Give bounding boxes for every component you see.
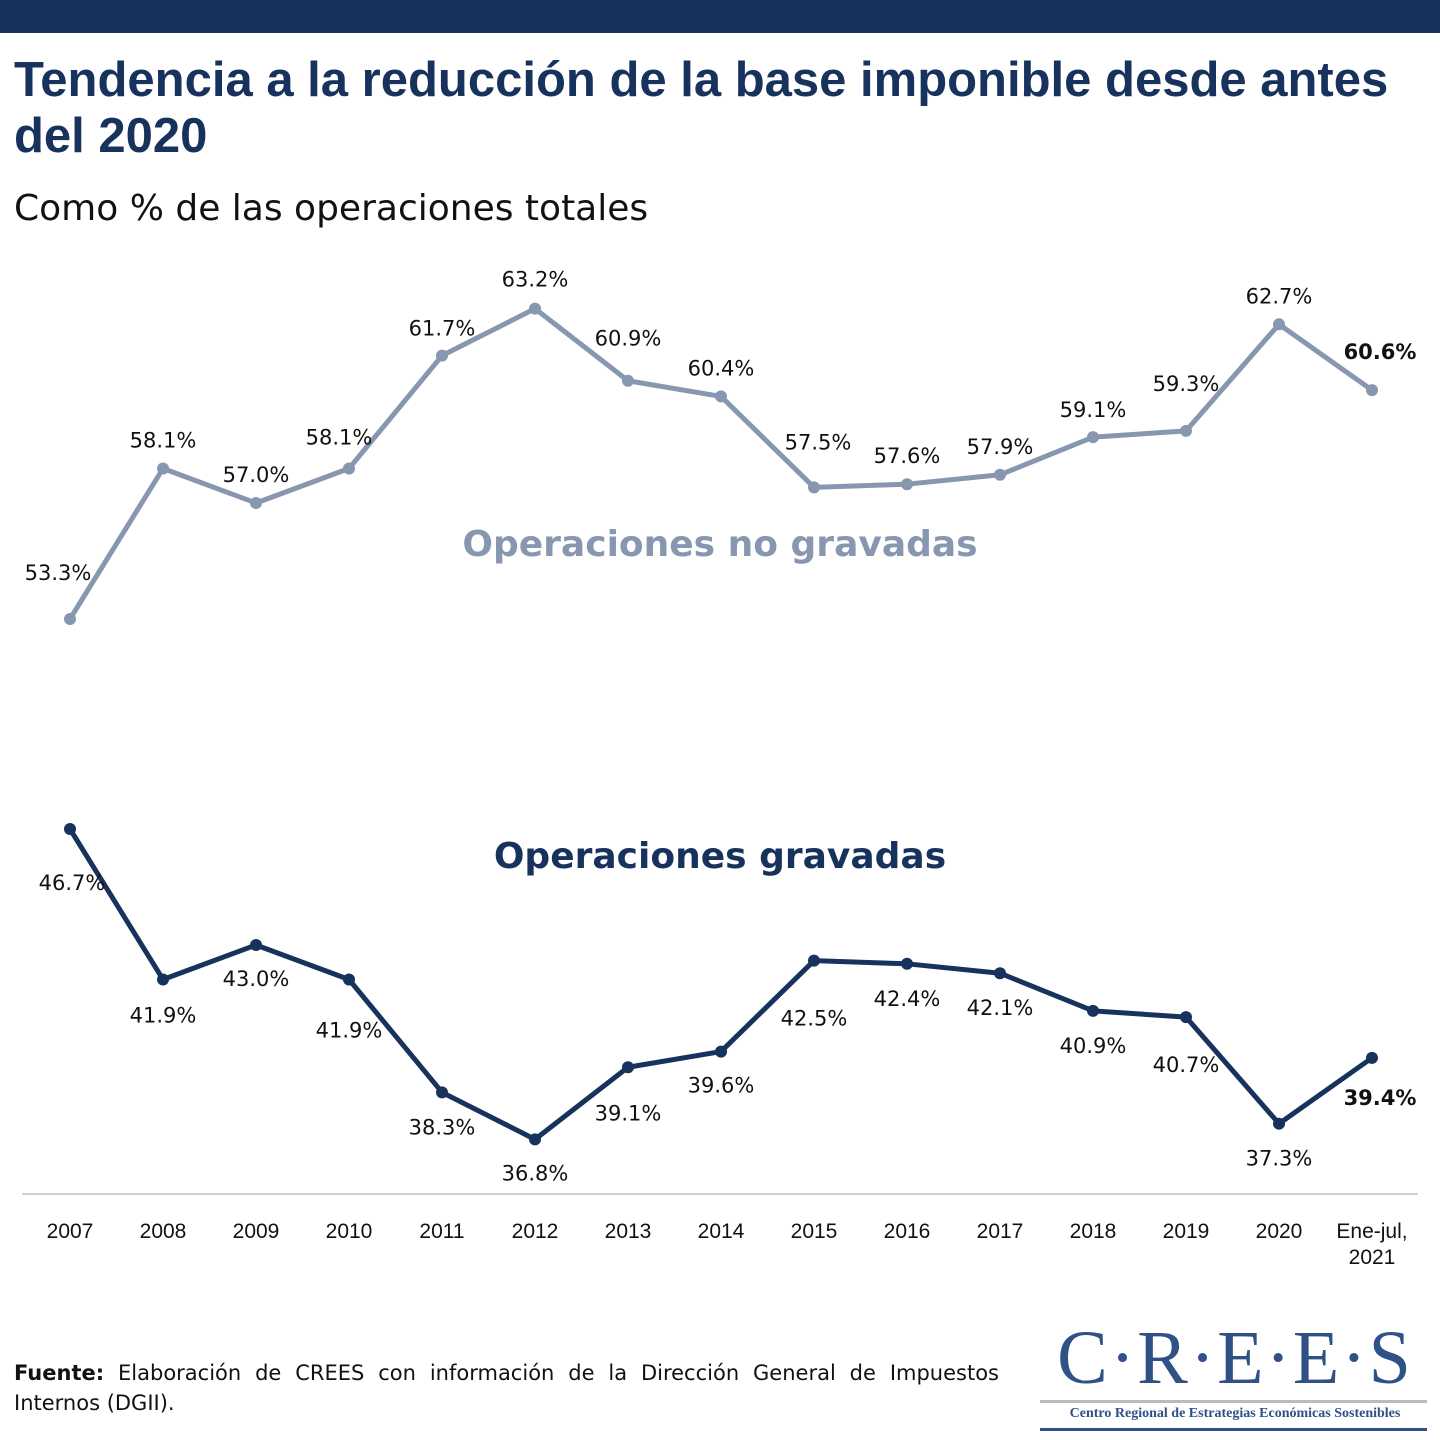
series-name-gravadas: Operaciones gravadas <box>494 836 946 877</box>
x-tick-label: Ene-jul, 2021 <box>1336 1220 1407 1269</box>
data-point <box>1273 1117 1285 1130</box>
data-point <box>436 1086 448 1099</box>
chart-title: Tendencia a la reducción de la base impo… <box>14 53 1389 163</box>
data-point <box>808 481 820 494</box>
top-bar <box>0 0 1440 33</box>
x-tick-label: 2007 <box>47 1220 94 1243</box>
source-note: Fuente: Elaboración de CREES con informa… <box>14 1358 999 1418</box>
x-tick-label: 2010 <box>326 1220 373 1243</box>
x-tick-label: 2017 <box>977 1220 1024 1243</box>
data-label: 38.3% <box>409 1115 476 1139</box>
data-point <box>250 938 262 951</box>
data-point <box>715 1045 727 1058</box>
data-point <box>994 468 1006 481</box>
x-tick-label: 2019 <box>1163 1220 1210 1243</box>
x-tick-label: 2013 <box>605 1220 652 1243</box>
data-label: 43.0% <box>223 967 290 991</box>
x-tick-label: 2015 <box>791 1220 838 1243</box>
data-label: 42.1% <box>967 996 1034 1020</box>
data-point <box>808 954 820 967</box>
x-tick-label: 2014 <box>698 1220 745 1243</box>
data-label: 58.1% <box>130 429 197 453</box>
data-point <box>64 823 76 835</box>
series-name-no-gravadas: Operaciones no gravadas <box>462 524 977 565</box>
x-tick-label: 2009 <box>233 1220 280 1243</box>
data-point <box>529 302 541 315</box>
x-tick-label: 2008 <box>140 1220 187 1243</box>
data-label: 59.1% <box>1060 398 1127 422</box>
data-label: 63.2% <box>502 268 569 292</box>
data-point <box>994 967 1006 980</box>
chart-subtitle: Como % de las operaciones totales <box>14 188 649 229</box>
data-point <box>64 613 76 625</box>
data-point <box>901 957 913 970</box>
data-label: 57.9% <box>967 435 1034 459</box>
data-label: 53.3% <box>25 561 92 585</box>
data-point <box>901 478 913 491</box>
data-point <box>343 973 355 986</box>
crees-logo: C·R·E·E·S Centro Regional de Estrategias… <box>1040 1318 1430 1433</box>
data-label: 58.1% <box>306 426 373 450</box>
data-point <box>250 497 262 510</box>
data-label: 40.9% <box>1060 1034 1127 1058</box>
logo-tagline: Centro Regional de Estrategias Económica… <box>1069 1406 1401 1421</box>
data-point <box>157 973 169 986</box>
logo-divider <box>1040 1400 1427 1403</box>
data-label: 39.1% <box>595 1101 662 1125</box>
data-label: 36.8% <box>502 1161 569 1185</box>
data-label: 37.3% <box>1246 1147 1313 1171</box>
data-label: 61.7% <box>409 317 476 341</box>
data-point <box>1087 1004 1099 1017</box>
data-label: 42.4% <box>874 987 941 1011</box>
data-label: 40.7% <box>1153 1053 1220 1077</box>
data-label: 57.6% <box>874 444 941 468</box>
data-label: 59.3% <box>1153 372 1220 396</box>
x-tick-label: 2018 <box>1070 1220 1117 1243</box>
data-label: 60.9% <box>595 327 662 351</box>
data-point <box>622 1061 634 1074</box>
data-point <box>1180 1011 1192 1024</box>
data-point <box>436 349 448 362</box>
data-label: 39.4% <box>1344 1086 1417 1110</box>
data-point <box>529 1133 541 1146</box>
data-label: 42.5% <box>781 1007 848 1031</box>
data-point <box>1366 1051 1378 1064</box>
data-label: 41.9% <box>130 1003 197 1027</box>
data-label: 60.6% <box>1344 340 1417 364</box>
data-label: 41.9% <box>316 1018 383 1042</box>
data-point <box>622 374 634 387</box>
x-tick-label: 2020 <box>1256 1220 1303 1243</box>
data-label: 60.4% <box>688 356 755 380</box>
data-point <box>1273 318 1285 331</box>
data-point <box>1180 424 1192 437</box>
data-label: 57.5% <box>785 430 852 454</box>
data-point <box>343 462 355 475</box>
logo-wordmark: C·R·E·E·S <box>1057 1316 1413 1400</box>
data-point <box>1087 431 1099 444</box>
x-tick-label: 2011 <box>419 1220 464 1243</box>
logo-underline <box>1040 1428 1427 1431</box>
data-label: 39.6% <box>688 1074 755 1098</box>
data-point <box>715 390 727 403</box>
data-label: 57.0% <box>223 463 290 487</box>
x-tick-label: 2016 <box>884 1220 931 1243</box>
source-label: Fuente: <box>14 1361 105 1385</box>
data-point <box>1366 384 1378 397</box>
data-label: 46.7% <box>39 871 106 895</box>
data-point <box>157 462 169 475</box>
source-text: Elaboración de CREES con información de … <box>14 1361 999 1415</box>
x-tick-label: 2012 <box>512 1220 559 1243</box>
data-label: 62.7% <box>1246 284 1313 308</box>
line-chart: Operaciones no gravadas Operaciones grav… <box>22 268 1418 1269</box>
